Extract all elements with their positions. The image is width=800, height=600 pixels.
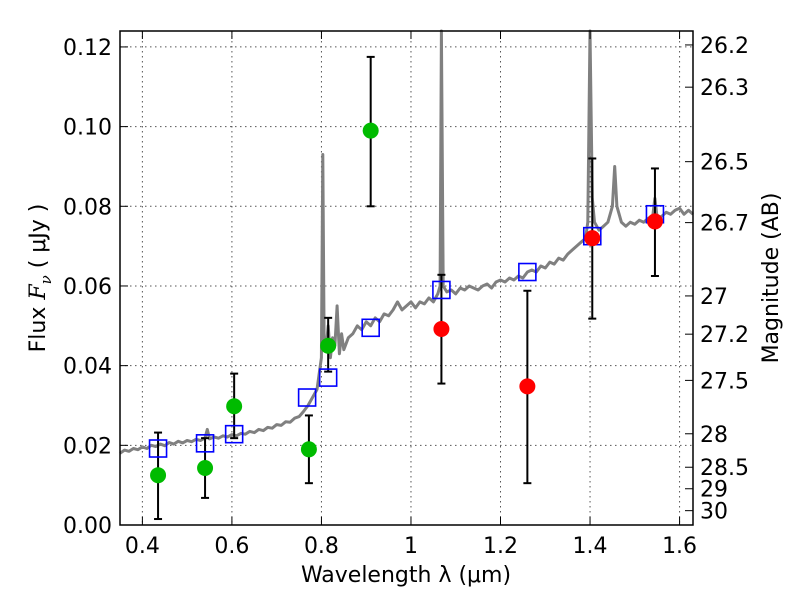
y-label-subscript: ν [37,275,55,284]
magnitude-tick-label: 27 [700,285,728,310]
y-label-unit: ( μJy ) [26,204,51,276]
observed-point [320,337,337,354]
observed-point [519,378,536,395]
spectrum-line [119,29,694,455]
spectrum-layer [119,29,694,455]
y-axis-label: Flux Fν ( μJy ) [26,204,55,353]
magnitude-tick-label: 26.3 [700,76,749,101]
model-square-marker [361,318,380,338]
y-tick-label: 0.00 [63,514,112,539]
magnitude-tick-label: 29 [700,478,728,503]
model-square-marker [195,434,215,453]
model-square-marker [318,368,338,387]
model-square-marker [297,388,317,407]
right-axis-label: Magnitude (AB) [759,193,784,364]
x-tick-label: 1 [404,534,418,559]
x-tick-label: 0.4 [125,534,160,559]
observed-point [362,122,379,139]
y-tick-label: 0.06 [63,275,112,300]
y-tick-label: 0.04 [63,355,112,380]
model-square-marker [518,262,537,282]
observed-point [584,230,601,247]
model-square-marker [148,439,168,458]
magnitude-tick-label: 27.2 [700,323,749,348]
observed-point [433,320,450,337]
y-tick-label: 0.08 [63,195,112,220]
x-tick-label: 0.8 [304,534,339,559]
y-tick-label: 0.02 [63,434,112,459]
marker-layer [148,122,665,484]
observed-point [226,398,243,415]
y-tick-label: 0.10 [63,116,112,141]
model-square-marker [432,280,451,300]
y-label-flux: Flux [26,300,51,353]
observed-point [150,467,167,484]
observed-point [646,213,663,230]
x-axis-label: Wavelength λ (μm) [301,563,511,588]
x-tick-label: 0.6 [214,534,249,559]
magnitude-tick-label: 30 [700,500,728,525]
observed-point [300,441,317,458]
x-tick-label: 1.6 [662,534,697,559]
y-tick-label: 0.12 [63,36,112,61]
y-label-symbol: F [26,284,51,301]
x-tick-label: 1.4 [573,534,608,559]
tick-layer: 0.4 0.6 0.8 1 1.2 1.4 1.6 0.00 0.02 0.04 0.06 0.08 0… [63,31,749,559]
observed-point [197,460,214,477]
x-tick-label: 1.2 [483,534,518,559]
magnitude-tick-label: 27.5 [700,369,749,394]
magnitude-tick-label: 26.7 [700,212,749,237]
magnitude-tick-label: 28 [700,423,728,448]
grid [120,31,693,525]
plot-frame [119,30,694,526]
magnitude-tick-label: 26.5 [700,151,749,176]
magnitude-tick-label: 26.2 [700,34,749,59]
magnitude-tick-label: 28.5 [700,456,749,481]
model-square-marker [224,424,244,444]
